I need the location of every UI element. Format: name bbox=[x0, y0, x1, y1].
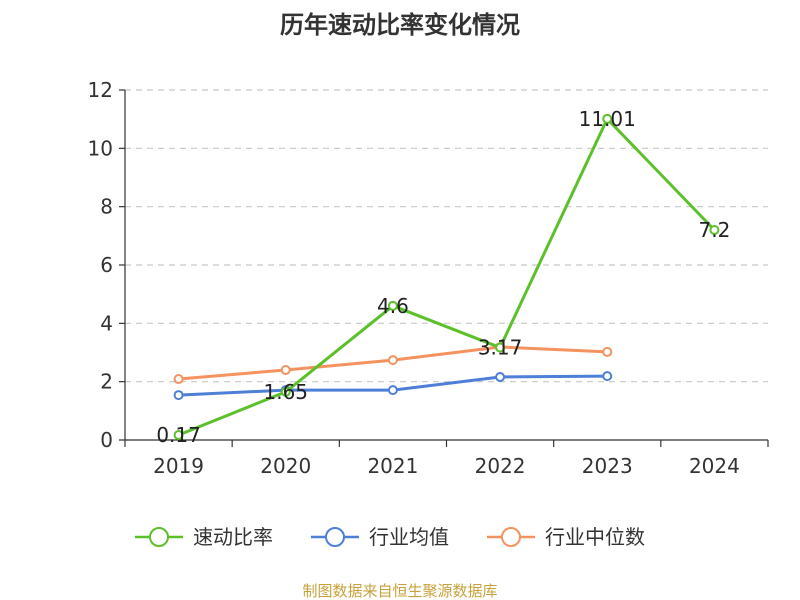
x-tick-label: 2019 bbox=[153, 454, 204, 478]
data-point[interactable] bbox=[173, 430, 184, 441]
chart-title: 历年速动比率变化情况 bbox=[280, 11, 520, 39]
x-tick-label: 2020 bbox=[260, 454, 311, 478]
data-label: 7.2 bbox=[699, 218, 731, 242]
legend-marker-industry-median bbox=[501, 527, 521, 547]
data-label: 11.01 bbox=[579, 107, 636, 131]
data-label-layer: 0.17 1.65 4.6 3.17 11.01 7.2 bbox=[156, 107, 730, 447]
axis-layer: 0 2 4 6 8 10 12 2019 2020 2021 2022 2023 2024 bbox=[88, 78, 769, 478]
data-label: 3.17 bbox=[478, 336, 523, 360]
y-tick-label: 0 bbox=[100, 428, 113, 452]
data-point[interactable] bbox=[387, 300, 398, 311]
legend-marker-industry-mean bbox=[325, 527, 345, 547]
x-tick-label: 2023 bbox=[582, 454, 633, 478]
y-tick-label: 12 bbox=[88, 78, 113, 102]
data-point[interactable] bbox=[280, 365, 291, 375]
footer-source-note: 制图数据来自恒生聚源数据库 bbox=[302, 582, 497, 600]
y-tick-label: 2 bbox=[100, 370, 113, 394]
series-0 bbox=[173, 113, 720, 441]
data-point[interactable] bbox=[495, 372, 506, 382]
legend-marker-quick-ratio bbox=[149, 527, 169, 547]
data-point[interactable] bbox=[602, 346, 613, 357]
data-point[interactable] bbox=[387, 385, 398, 396]
legend-label-industry-mean: 行业均值 bbox=[369, 525, 449, 549]
data-label: 4.6 bbox=[377, 294, 409, 318]
data-point[interactable] bbox=[602, 371, 613, 382]
x-tick-label: 2024 bbox=[689, 454, 740, 478]
y-tick-label: 10 bbox=[88, 136, 113, 160]
x-tick-label: 2022 bbox=[475, 454, 526, 478]
data-point[interactable] bbox=[602, 113, 613, 124]
series-layer bbox=[173, 113, 720, 441]
data-label: 1.65 bbox=[263, 380, 308, 404]
legend-item-quick-ratio[interactable]: 速动比率 bbox=[135, 525, 273, 549]
data-point[interactable] bbox=[280, 386, 291, 397]
legend-item-industry-median[interactable]: 行业中位数 bbox=[487, 525, 645, 549]
data-point[interactable] bbox=[495, 342, 506, 353]
legend-item-industry-mean[interactable]: 行业均值 bbox=[311, 525, 449, 549]
data-point[interactable] bbox=[709, 225, 720, 235]
data-point[interactable] bbox=[387, 355, 398, 366]
series-1 bbox=[173, 371, 613, 401]
data-label: 0.17 bbox=[156, 423, 201, 447]
series-line bbox=[178, 117, 716, 437]
y-tick-label: 6 bbox=[100, 253, 113, 277]
data-point[interactable] bbox=[173, 390, 184, 401]
data-point[interactable] bbox=[173, 374, 184, 385]
y-tick-label: 4 bbox=[100, 311, 113, 335]
legend: 速动比率 行业均值 行业中位数 bbox=[135, 525, 645, 549]
x-tick-label: 2021 bbox=[367, 454, 418, 478]
legend-label-quick-ratio: 速动比率 bbox=[193, 525, 273, 549]
legend-label-industry-median: 行业中位数 bbox=[545, 525, 645, 549]
y-tick-label: 8 bbox=[100, 195, 113, 219]
grid-layer bbox=[125, 89, 768, 383]
